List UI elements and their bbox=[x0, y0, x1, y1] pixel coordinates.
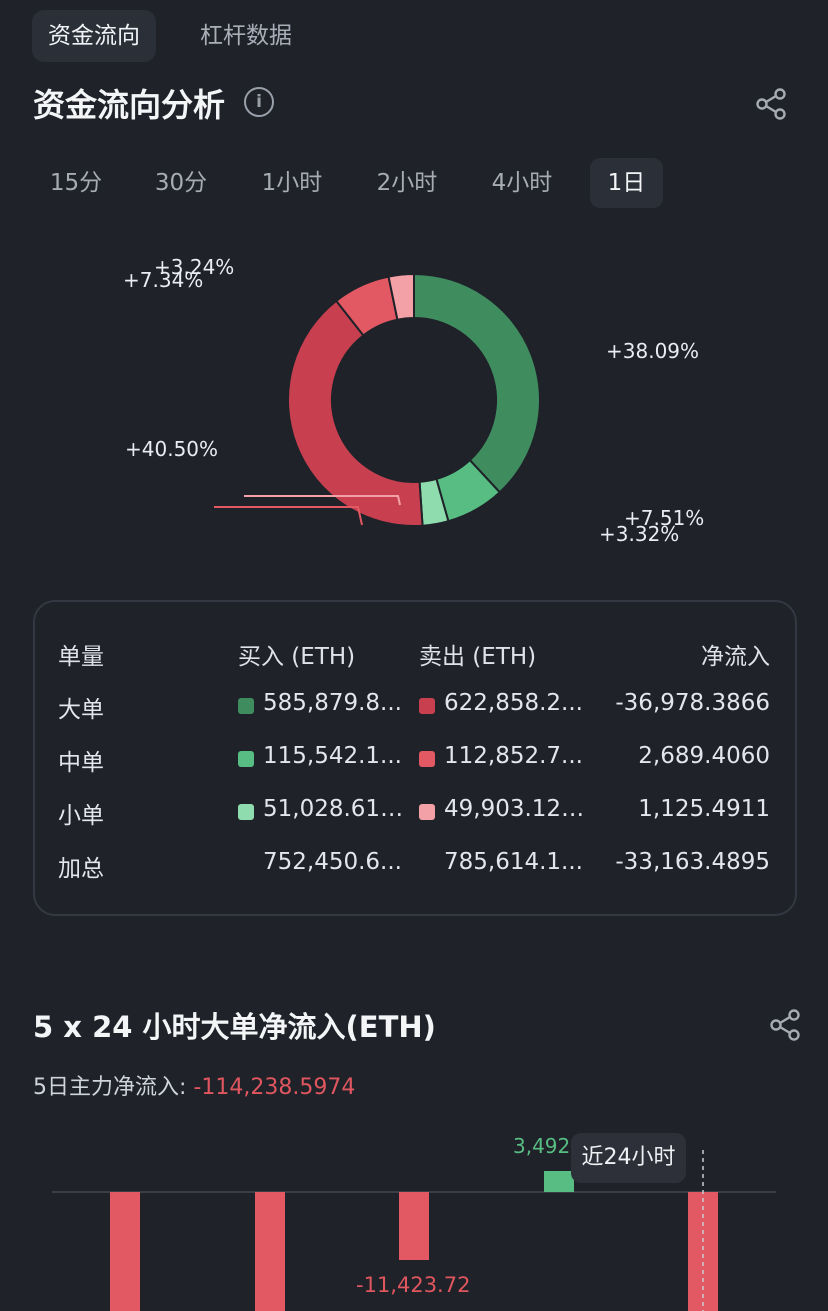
leader-line-sell-small bbox=[244, 495, 401, 506]
bar-day-3 bbox=[399, 1192, 429, 1260]
five-day-summary-value: -114,238.5974 bbox=[193, 1075, 356, 1100]
bar-day-2 bbox=[255, 1192, 285, 1311]
row-label-total: 加总 bbox=[58, 856, 104, 882]
period-2h[interactable]: 2小时 bbox=[376, 170, 438, 196]
sell-small-value: 49,903.1278 bbox=[444, 796, 589, 822]
net-small-value: 1,125.4911 bbox=[638, 796, 770, 822]
buy-medium-value: 115,542.1... bbox=[263, 743, 402, 769]
donut-label-sell-medium: +7.34% bbox=[123, 268, 204, 292]
large-net-title: 5 x 24 小时大单净流入(ETH) bbox=[33, 1010, 436, 1044]
analysis-title: 资金流向分析 bbox=[33, 86, 226, 124]
share-icon[interactable] bbox=[754, 87, 788, 121]
header-sell: 卖出 (ETH) bbox=[419, 644, 537, 670]
bar-day-1 bbox=[110, 1192, 140, 1311]
period-1h[interactable]: 1小时 bbox=[261, 170, 323, 196]
sell-large-value: 622,858.2... bbox=[444, 690, 583, 716]
five-day-summary: 5日主力净流入: -114,238.5974 bbox=[33, 1069, 355, 1101]
tab-leverage-data[interactable]: 杠杆数据 bbox=[200, 23, 292, 49]
net-medium-value: 2,689.4060 bbox=[638, 743, 770, 769]
bar-label-negative: -11,423.72 bbox=[356, 1273, 471, 1297]
buy-medium-swatch bbox=[238, 751, 254, 767]
header-buy: 买入 (ETH) bbox=[238, 644, 356, 670]
sell-large-swatch bbox=[419, 698, 435, 714]
donut-segment-sell-small[interactable] bbox=[387, 272, 415, 321]
donut-label-sell-small: +3.24% bbox=[154, 255, 235, 279]
net-large-value: -36,978.3866 bbox=[615, 690, 770, 716]
period-15m[interactable]: 15分 bbox=[49, 170, 103, 196]
share-icon-2[interactable] bbox=[768, 1008, 802, 1042]
leader-line-sell-medium bbox=[214, 506, 363, 526]
tab-fund-flow[interactable]: 资金流向 bbox=[32, 10, 156, 62]
bar-day-4 bbox=[544, 1171, 574, 1192]
order-size-table bbox=[33, 600, 797, 916]
buy-total-value: 752,450.6... bbox=[263, 849, 402, 875]
sell-total-value: 785,614.1... bbox=[444, 849, 583, 875]
five-day-summary-label: 5日主力净流入: bbox=[33, 1075, 187, 1100]
header-net-inflow: 净流入 bbox=[701, 644, 770, 670]
fund-flow-donut bbox=[214, 272, 541, 527]
donut-segment-buy-large[interactable] bbox=[413, 272, 541, 494]
row-label-small: 小单 bbox=[58, 803, 104, 829]
buy-small-value: 51,028.6189 bbox=[263, 796, 408, 822]
row-label-large: 大单 bbox=[58, 697, 104, 723]
donut-segment-sell-large[interactable] bbox=[287, 299, 424, 527]
donut-label-sell-large: +40.50% bbox=[125, 437, 219, 461]
sell-medium-swatch bbox=[419, 751, 435, 767]
row-label-medium: 中单 bbox=[58, 750, 104, 776]
donut-label-buy-small: +3.32% bbox=[599, 522, 680, 546]
bar-label-positive: 3,492 bbox=[513, 1134, 571, 1158]
donut-label-buy-large: +38.09% bbox=[606, 339, 700, 363]
buy-large-value: 585,879.8... bbox=[263, 690, 402, 716]
period-1d[interactable]: 1日 bbox=[590, 158, 663, 208]
buy-small-swatch bbox=[238, 804, 254, 820]
period-30m[interactable]: 30分 bbox=[154, 170, 208, 196]
net-total-value: -33,163.4895 bbox=[615, 849, 770, 875]
buy-large-swatch bbox=[238, 698, 254, 714]
period-4h[interactable]: 4小时 bbox=[491, 170, 553, 196]
sell-medium-value: 112,852.7... bbox=[444, 743, 583, 769]
donut-label-buy-medium: +7.51% bbox=[624, 506, 705, 530]
chart-tooltip: 近24小时 bbox=[571, 1133, 686, 1183]
large-net-bar-chart bbox=[52, 1150, 776, 1311]
header-order-size: 单量 bbox=[58, 644, 104, 670]
sell-small-swatch bbox=[419, 804, 435, 820]
info-icon[interactable]: i bbox=[244, 87, 274, 117]
bar-day-5 bbox=[688, 1192, 718, 1311]
